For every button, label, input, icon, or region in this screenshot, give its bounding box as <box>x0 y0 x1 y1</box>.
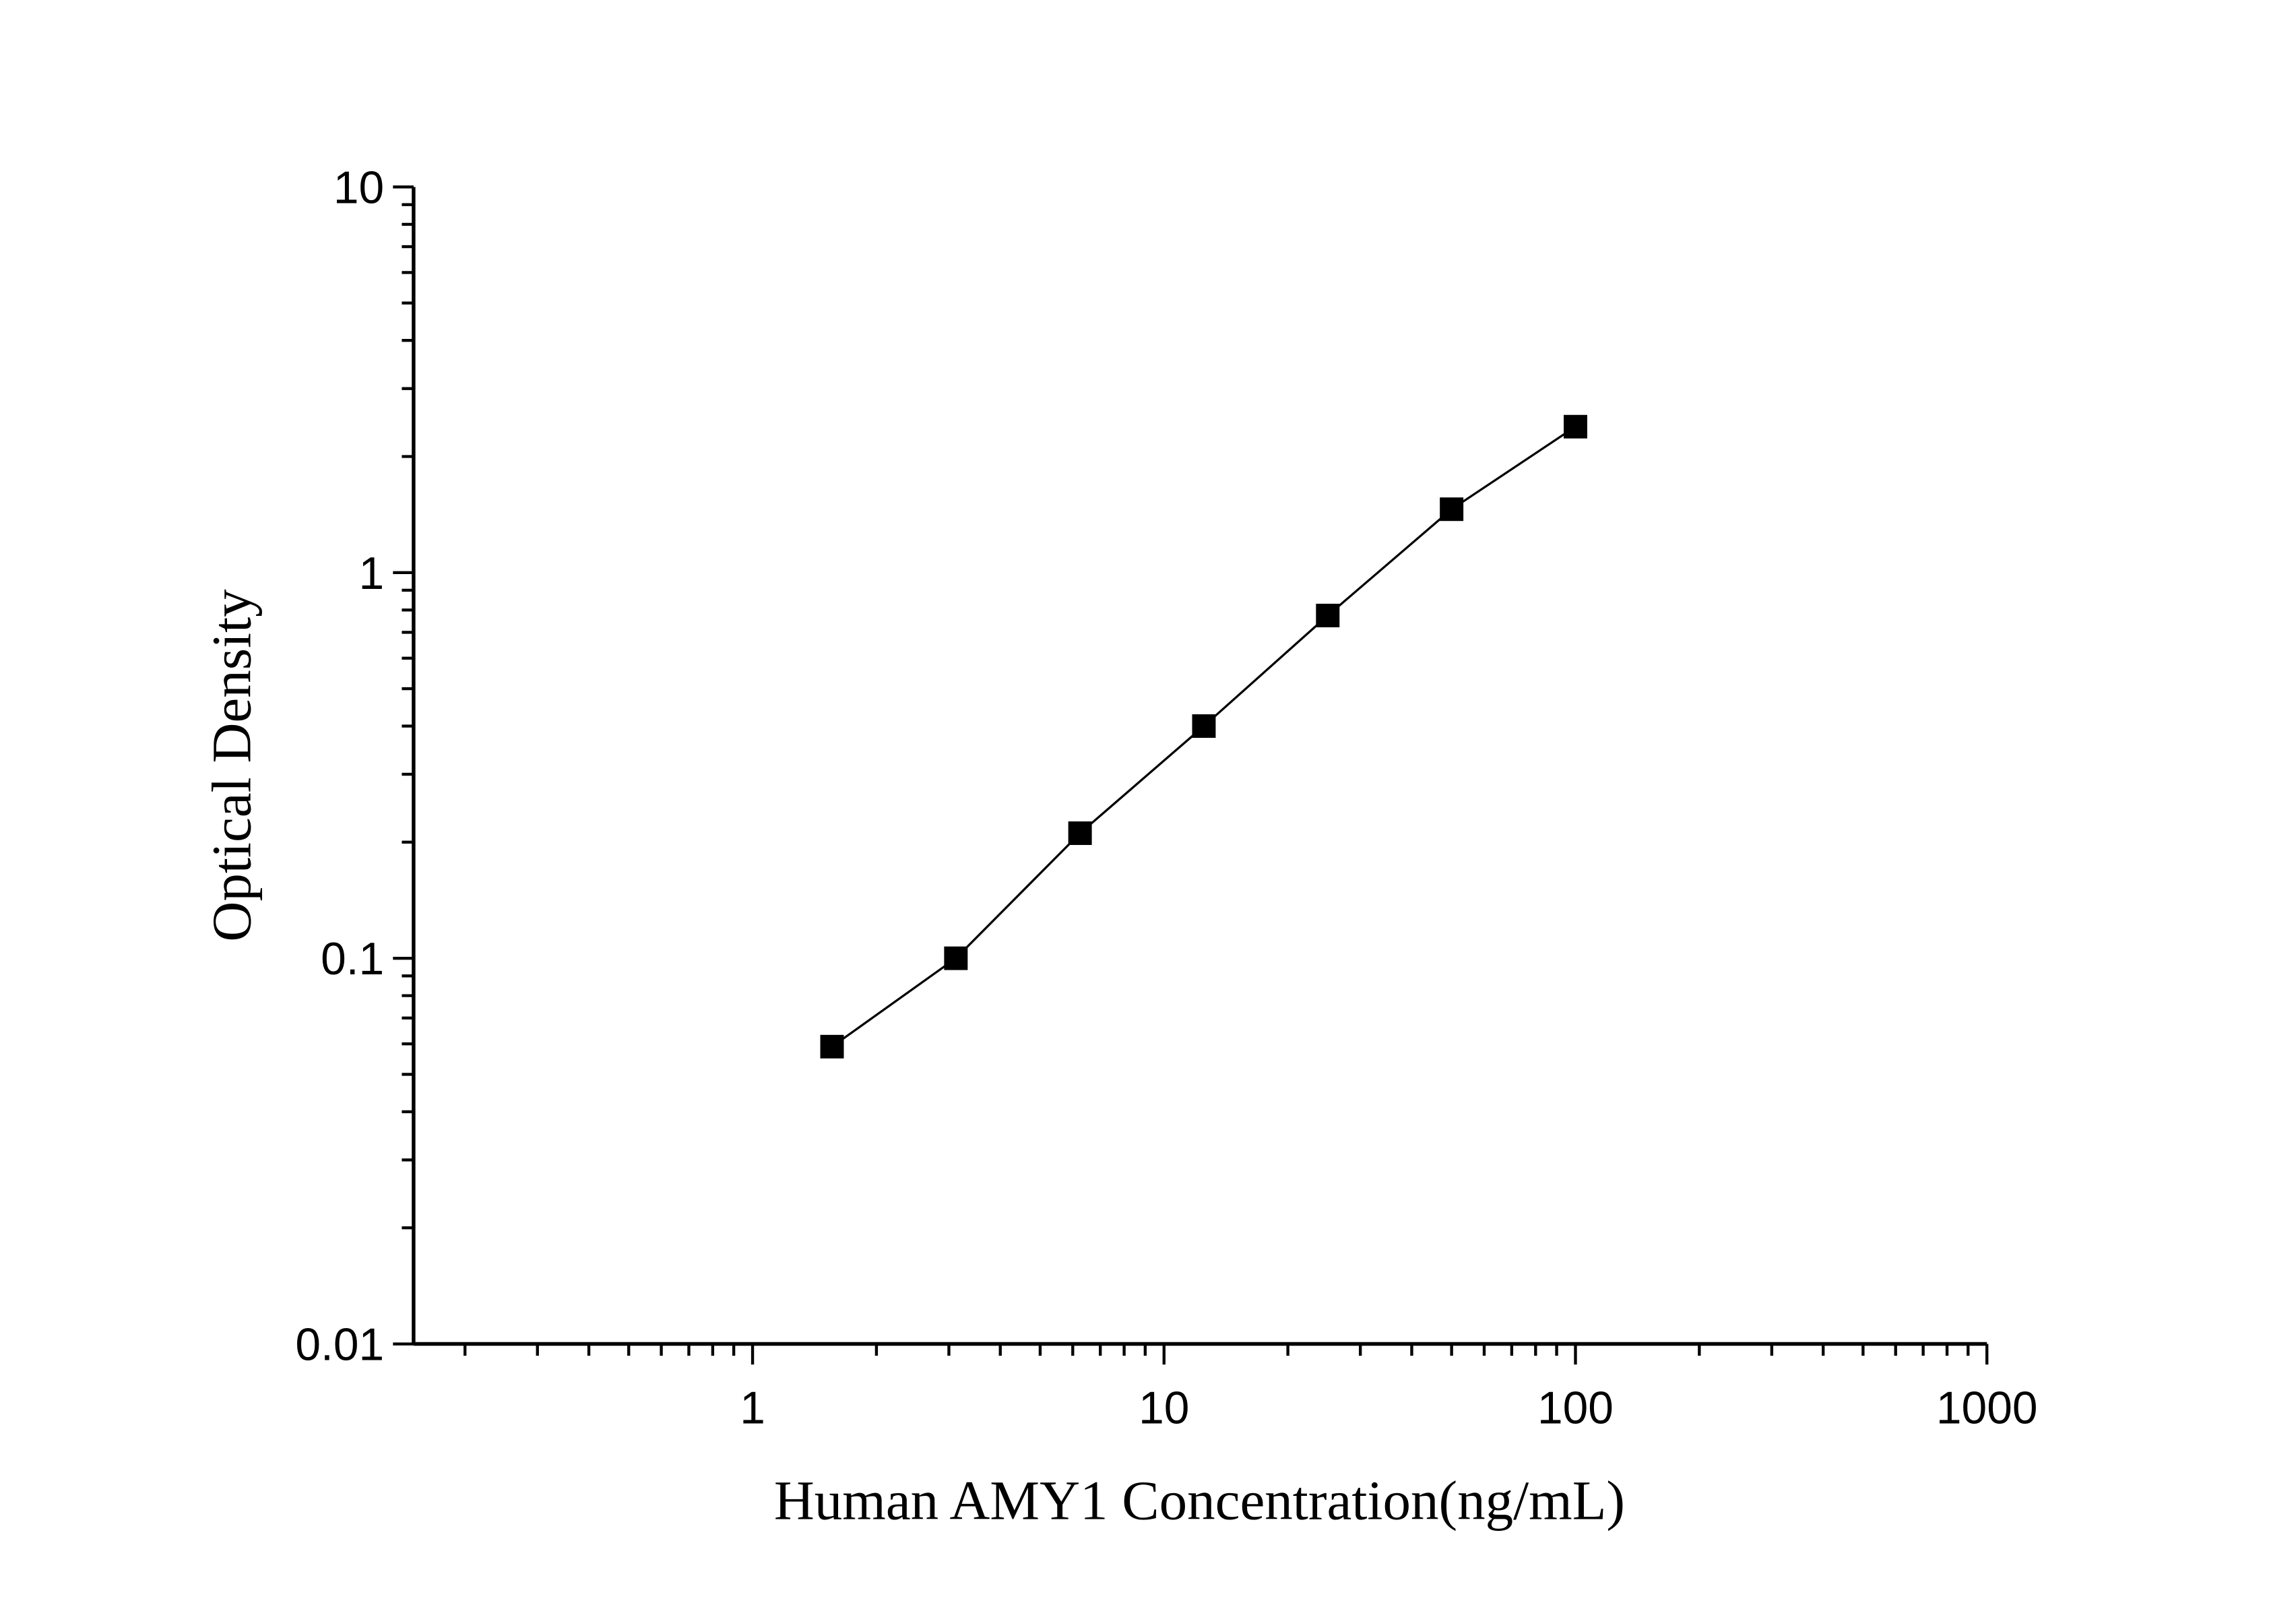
data-point <box>1440 497 1464 522</box>
tick-labels: 1 10 100 1000 0.01 0.1 1 10 <box>295 162 2037 1433</box>
y-tick-label: 0.1 <box>321 934 384 984</box>
data-point <box>1564 414 1587 439</box>
data-point <box>1316 604 1340 627</box>
x-tick-label: 1000 <box>1936 1383 2038 1433</box>
data-point <box>820 1034 844 1059</box>
data-point <box>1192 714 1216 738</box>
y-tick-label: 10 <box>333 162 384 213</box>
y-tick-label: 0.01 <box>295 1320 384 1371</box>
x-axis-title: Human AMY1 Concentration(ng/mL) <box>774 1469 1625 1531</box>
x-tick-label: 1 <box>740 1383 765 1433</box>
axes <box>393 185 1989 1365</box>
x-tick-label: 100 <box>1537 1383 1614 1433</box>
series <box>820 414 1587 1059</box>
data-point <box>944 946 968 970</box>
x-tick-label: 10 <box>1139 1383 1189 1433</box>
y-axis-title: Optical Density <box>200 589 262 942</box>
y-tick-label: 1 <box>359 548 385 599</box>
data-point <box>1068 821 1092 846</box>
